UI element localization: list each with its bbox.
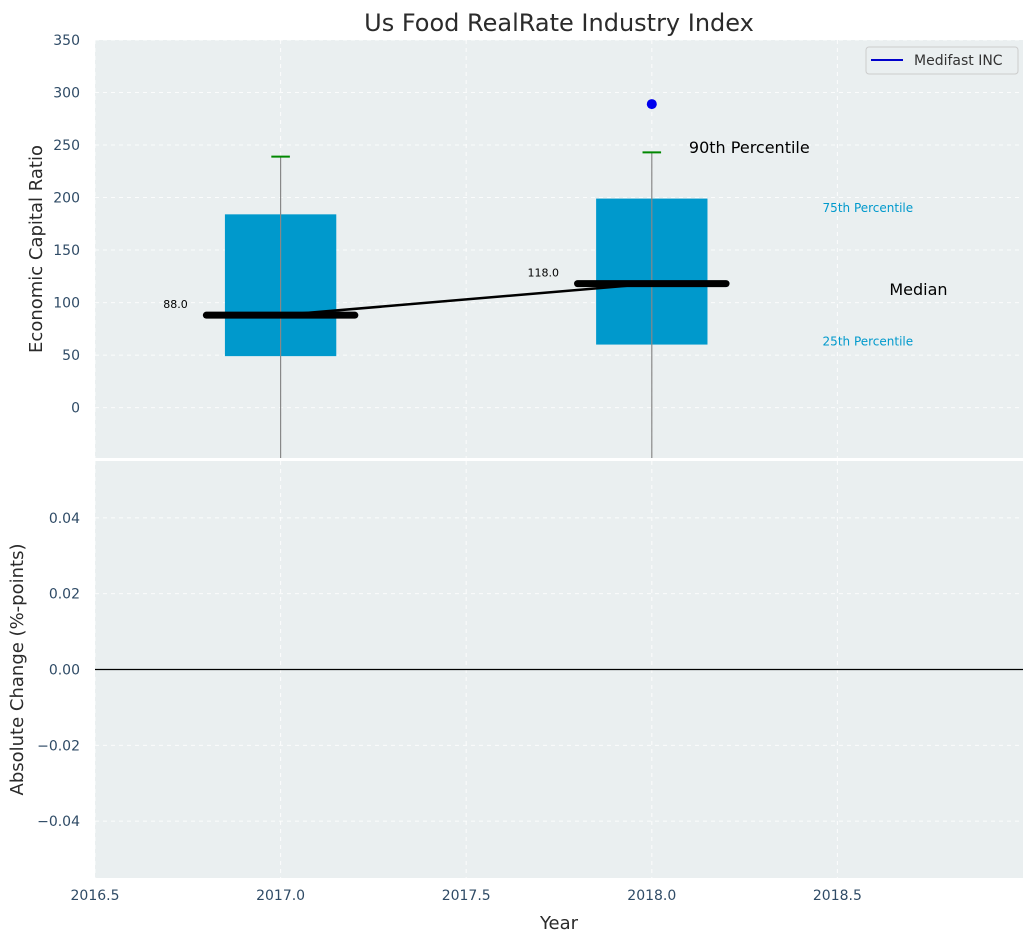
top-y-axis-label: Economic Capital Ratio: [26, 145, 47, 353]
bottom-y-axis-label: Absolute Change (%-points): [7, 544, 28, 796]
top-y-tick-label: 0: [71, 401, 80, 417]
top-y-tick-label: 100: [53, 296, 80, 312]
annotation-label: 25th Percentile: [823, 334, 914, 348]
annotation-label: 90th Percentile: [689, 138, 810, 157]
legend-box: [865, 46, 1019, 75]
legend-label: Medifast INC: [914, 53, 1003, 69]
x-tick-label: 2017.5: [442, 888, 491, 904]
top-y-tick-label: 350: [53, 33, 80, 49]
annotation-label: 75th Percentile: [823, 201, 914, 215]
x-tick-label: 2018.5: [813, 888, 862, 904]
bottom-y-tick-label: 0.02: [49, 587, 80, 603]
bottom-y-tick-label: 0.04: [49, 511, 80, 527]
annotation-label: Median: [889, 280, 947, 299]
median-data-label: 88.0: [163, 298, 188, 311]
x-tick-label: 2018.0: [627, 888, 676, 904]
median-data-label: 118.0: [528, 267, 560, 280]
x-tick-label: 2017.0: [256, 888, 305, 904]
bottom-y-tick-label: −0.04: [37, 814, 80, 830]
top-y-tick-label: 50: [62, 348, 80, 364]
top-y-tick-label: 200: [53, 191, 80, 207]
median-trend-line: [280, 282, 652, 317]
bottom-panel: −0.04 −0.02 0.00 0.02 0.04 2016.5 2017.0 2017.…: [7, 461, 1023, 934]
x-tick-label: 2016.5: [71, 888, 120, 904]
top-y-tick-label: 150: [53, 243, 80, 259]
top-panel: 0 50 100 150 200 250 300 350 88.0 118.0 90th Perc…: [26, 33, 1023, 458]
series-point: [646, 99, 657, 110]
bottom-y-tick-labels: −0.04 −0.02 0.00 0.02 0.04: [37, 511, 80, 830]
top-y-tick-label: 250: [53, 138, 80, 154]
top-y-tick-label: 300: [53, 86, 80, 102]
chart-title: Us Food RealRate Industry Index: [364, 9, 754, 37]
legend: Medifast INC: [865, 46, 1019, 75]
bottom-y-tick-label: 0.00: [49, 663, 80, 679]
top-y-tick-labels: 0 50 100 150 200 250 300 350: [53, 33, 80, 417]
bottom-y-tick-label: −0.02: [37, 738, 80, 754]
x-axis-label: Year: [539, 913, 579, 934]
top-plot-marks: 88.0 118.0 90th Percentile 75th Percentile M…: [163, 99, 948, 458]
x-tick-labels: 2016.5 2017.0 2017.5 2018.0 2018.5: [71, 888, 862, 904]
